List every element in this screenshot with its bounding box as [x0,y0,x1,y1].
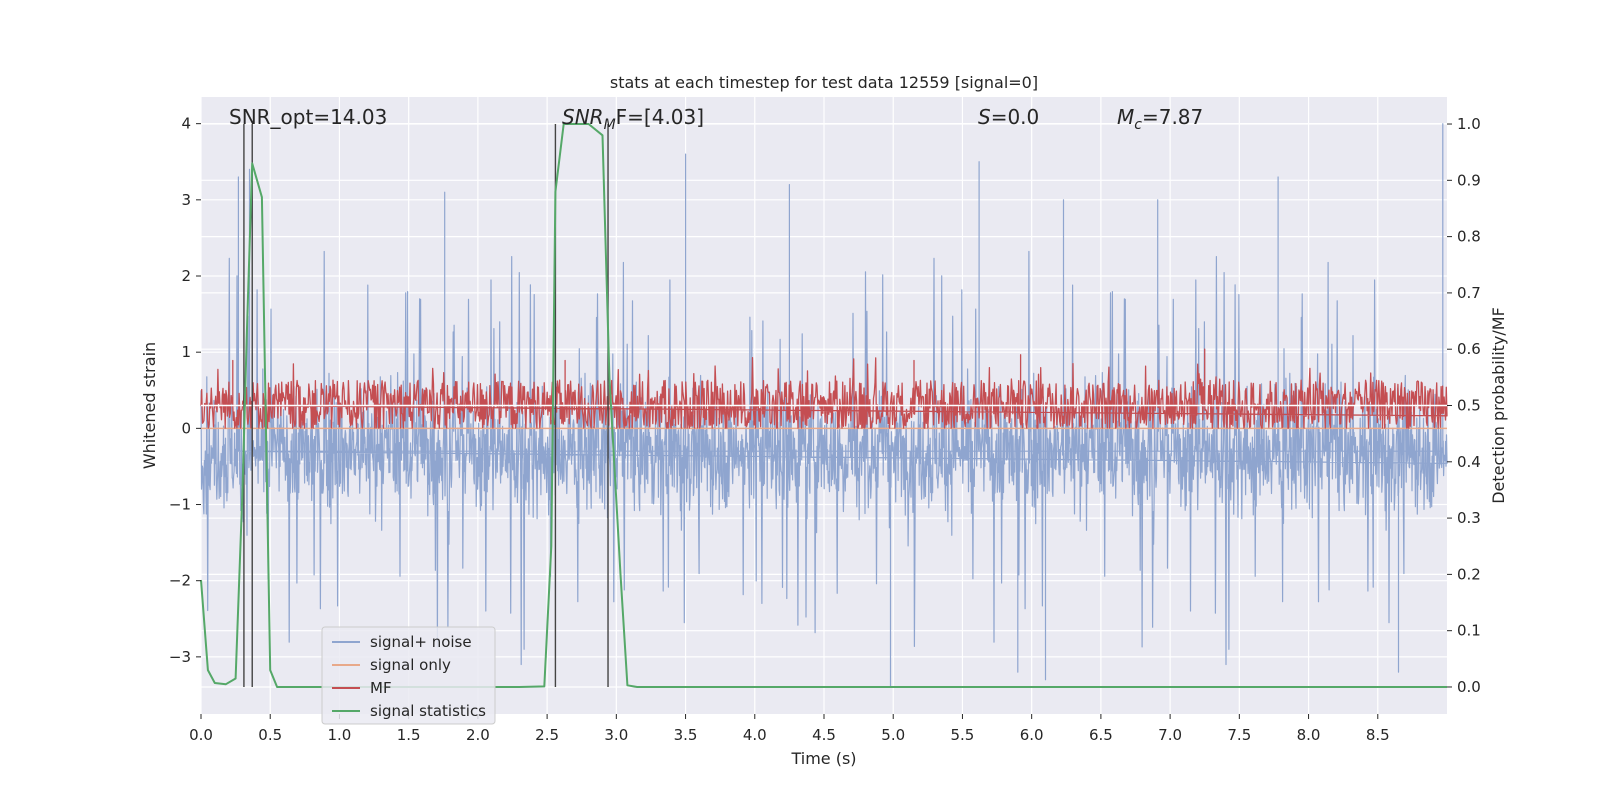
s-tail: =0.0 [991,105,1040,129]
s-main: S [978,105,991,129]
x-tick-label: 5.0 [881,726,905,744]
x-tick-label: 8.5 [1366,726,1390,744]
mf-line [200,348,1448,429]
right-tick-label: 1.0 [1457,115,1481,133]
right-tick-label: 0.6 [1457,340,1481,358]
left-tick-label: 2 [181,267,191,285]
x-tick-label: 3.0 [604,726,628,744]
left-axis-ticks: 4 3 2 1 0 −1 −2 −3 [169,115,201,666]
snr-mf-main: SNR [562,105,604,129]
x-tick-label: 0.0 [189,726,213,744]
snr-opt-annotation: SNR_opt=14.03 [229,105,387,129]
mc-annotation: Mc=7.87 [1117,105,1203,133]
x-tick-label: 2.5 [535,726,559,744]
x-tick-label: 6.5 [1089,726,1113,744]
legend: signal+ noise signal only MF signal stat… [321,626,496,725]
legend-box [321,626,496,725]
snr-mf-tail: F=[4.03] [616,105,704,129]
mc-sub: c [1134,117,1142,133]
x-tick-label: 1.0 [328,726,352,744]
x-tick-label: 6.0 [1020,726,1044,744]
left-y-axis-label: Whitened strain [140,342,159,469]
legend-label-signal-only: signal only [370,656,451,674]
right-y-axis-label: Detection probability/MF [1489,307,1508,504]
signal-noise-line [200,123,1448,688]
x-tick-label: 7.0 [1158,726,1182,744]
x-tick-label: 4.0 [743,726,767,744]
s-annotation: S=0.0 [978,105,1039,129]
right-tick-label: 0.1 [1457,622,1481,640]
right-tick-label: 0.3 [1457,509,1481,527]
right-tick-label: 0.7 [1457,284,1481,302]
mc-tail: =7.87 [1142,105,1203,129]
left-tick-label: −1 [169,496,191,514]
x-tick-label: 1.5 [397,726,421,744]
right-tick-label: 0.5 [1457,397,1481,415]
left-tick-label: −2 [169,572,191,590]
left-tick-label: 1 [181,343,191,361]
legend-label-signal-noise: signal+ noise [370,633,472,651]
chart-title: stats at each timestep for test data 125… [610,73,1038,92]
left-tick-label: 3 [181,191,191,209]
right-tick-label: 0.2 [1457,565,1481,583]
x-axis-label: Time (s) [790,749,856,768]
right-tick-label: 0.9 [1457,171,1481,189]
x-tick-label: 2.0 [466,726,490,744]
legend-label-signal-statistics: signal statistics [370,702,486,720]
x-tick-label: 4.5 [812,726,836,744]
right-tick-label: 0.8 [1457,228,1481,246]
x-tick-label: 7.5 [1227,726,1251,744]
signal-statistics-line [200,123,1447,688]
x-axis-ticks: 0.0 0.5 1.0 1.5 2.0 2.5 3.0 3.5 4.0 4.5 5.0 5.5 6.0 6… [189,714,1390,744]
left-tick-label: 0 [181,419,191,437]
legend-label-mf: MF [370,679,392,697]
x-tick-label: 3.5 [674,726,698,744]
mf-series [200,348,1448,429]
x-tick-label: 8.0 [1297,726,1321,744]
x-tick-label: 0.5 [258,726,282,744]
signal-statistics-series [200,123,1447,688]
left-tick-label: −3 [169,648,191,666]
snr-mf-sub: M [604,117,616,133]
right-tick-label: 0.0 [1457,678,1481,696]
x-tick-label: 5.5 [951,726,975,744]
snr-mf-annotation: SNRMF=[4.03] [562,105,704,133]
signal-noise-series [200,123,1448,688]
right-tick-label: 0.4 [1457,453,1481,471]
right-axis-ticks: 1.0 0.9 0.8 0.7 0.6 0.5 0.4 0.3 0.2 0.1 0.0 [1447,115,1481,696]
mc-main: M [1117,105,1134,129]
left-tick-label: 4 [181,115,191,133]
